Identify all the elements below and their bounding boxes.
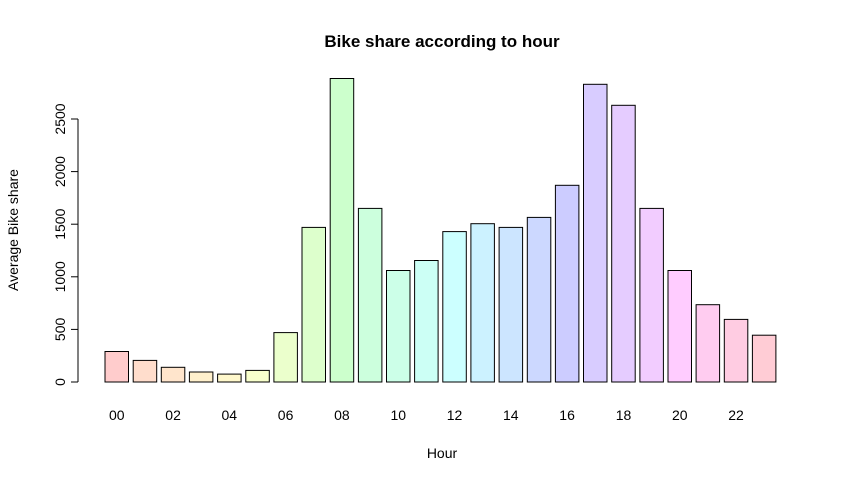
bar-03 xyxy=(188,371,214,383)
x-tick-label-08: 08 xyxy=(334,407,350,423)
bar-20 xyxy=(667,270,692,383)
x-tick-label-06: 06 xyxy=(278,407,294,423)
bar-17 xyxy=(583,83,608,383)
y-axis-label: Average Bike share xyxy=(5,169,21,291)
x-tick-label-04: 04 xyxy=(222,407,238,423)
x-tick-label-22: 22 xyxy=(728,407,744,423)
bar-12 xyxy=(442,231,467,383)
x-tick-label-10: 10 xyxy=(391,407,407,423)
bar-14 xyxy=(498,226,524,383)
x-axis-label: Hour xyxy=(427,445,458,461)
bar-21 xyxy=(695,304,721,383)
bar-08 xyxy=(329,78,355,383)
y-tick-label-2000: 2000 xyxy=(52,156,68,187)
x-tick-label-18: 18 xyxy=(616,407,632,423)
bar-23 xyxy=(751,334,777,383)
y-tick-label-500: 500 xyxy=(52,318,68,342)
bar-18 xyxy=(611,104,636,383)
y-axis: 0 500 1000 1500 2000 2500 xyxy=(52,103,79,386)
chart-title: Bike share according to hour xyxy=(324,32,560,51)
y-tick-label-1000: 1000 xyxy=(52,261,68,292)
bar-09 xyxy=(357,207,383,383)
bar-05 xyxy=(245,369,270,383)
x-tick-label-12: 12 xyxy=(447,407,463,423)
bar-04 xyxy=(217,373,242,383)
bar-07 xyxy=(301,226,326,383)
x-tick-label-20: 20 xyxy=(672,407,688,423)
x-tick-label-02: 02 xyxy=(165,407,181,423)
y-tick-label-2500: 2500 xyxy=(52,103,68,134)
x-tick-label-00: 00 xyxy=(109,407,125,423)
bar-06 xyxy=(273,332,298,383)
bar-02 xyxy=(160,366,186,383)
bar-00 xyxy=(104,351,129,383)
bar-01 xyxy=(132,359,158,383)
bar-16 xyxy=(554,184,580,383)
bars-group xyxy=(104,78,777,383)
bar-13 xyxy=(470,223,495,383)
bar-19 xyxy=(639,207,664,383)
bar-22 xyxy=(723,318,749,383)
y-tick-label-0: 0 xyxy=(52,378,68,386)
bar-15 xyxy=(526,216,552,383)
bar-10 xyxy=(386,270,411,383)
bar-11 xyxy=(414,260,439,383)
x-tick-label-14: 14 xyxy=(503,407,519,423)
x-tick-label-16: 16 xyxy=(559,407,575,423)
x-tick-labels: 00 02 04 06 08 10 12 14 16 18 20 22 xyxy=(109,407,744,423)
y-tick-label-1500: 1500 xyxy=(52,208,68,239)
